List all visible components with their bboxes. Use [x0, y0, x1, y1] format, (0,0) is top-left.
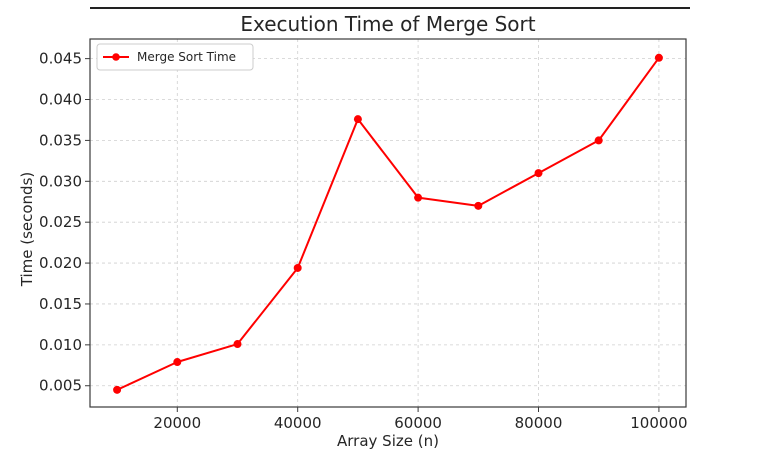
- y-tick-label: 0.040: [39, 91, 82, 109]
- y-axis-label: Time (seconds): [18, 172, 36, 288]
- data-point: [353, 115, 362, 124]
- data-point: [654, 53, 663, 62]
- plot-frame: [89, 38, 687, 408]
- data-point: [594, 136, 603, 145]
- data-point: [414, 193, 423, 202]
- legend-box: [96, 43, 254, 71]
- x-tick-label: 40000: [274, 414, 322, 432]
- x-axis-label: Array Size (n): [337, 432, 439, 450]
- y-tick-labels: 0.005 0.010 0.015 0.020 0.025 0.030 0.035 0.040…: [39, 50, 82, 395]
- y-tick-label: 0.020: [39, 254, 82, 272]
- x-tick-label: 80000: [515, 414, 563, 432]
- grid: [90, 39, 686, 407]
- data-point: [534, 169, 543, 178]
- series-layer: [113, 53, 663, 394]
- x-tick-label: 60000: [394, 414, 442, 432]
- y-tick-label: 0.005: [39, 377, 82, 395]
- y-tick-label: 0.025: [39, 213, 82, 231]
- y-tick-label: 0.010: [39, 336, 82, 354]
- data-point: [233, 340, 242, 349]
- x-tick-labels: 20000 40000 60000 80000 100000: [153, 414, 687, 432]
- legend-label: Merge Sort Time: [137, 50, 236, 64]
- chart-title: Execution Time of Merge Sort: [240, 12, 535, 36]
- y-tick-label: 0.035: [39, 131, 82, 149]
- y-tick-label: 0.015: [39, 295, 82, 313]
- x-tick-label: 20000: [153, 414, 201, 432]
- data-point: [113, 385, 122, 394]
- legend: Merge Sort Time: [96, 43, 254, 71]
- data-point: [474, 201, 483, 210]
- y-tick-label: 0.045: [39, 50, 82, 68]
- tick-marks: [85, 58, 660, 412]
- legend-marker-swatch: [112, 53, 120, 61]
- y-tick-label: 0.030: [39, 172, 82, 190]
- data-point: [293, 263, 302, 272]
- series-line: [116, 57, 660, 391]
- x-tick-label: 100000: [630, 414, 687, 432]
- data-point: [173, 358, 182, 367]
